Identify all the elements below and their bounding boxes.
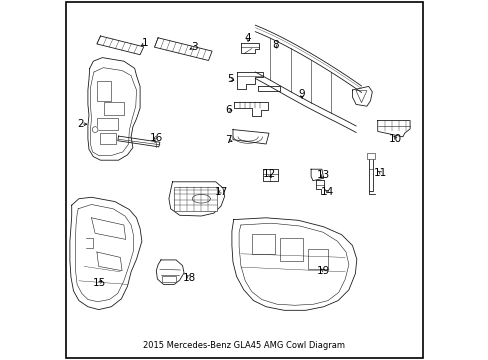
Text: 12: 12 (262, 168, 275, 179)
Bar (174, 187, 217, 211)
Polygon shape (237, 72, 262, 89)
Polygon shape (156, 260, 183, 284)
Text: 3: 3 (190, 42, 197, 52)
Bar (100, 133, 116, 144)
Polygon shape (316, 180, 324, 194)
Text: 13: 13 (316, 170, 330, 180)
Polygon shape (97, 36, 143, 55)
Polygon shape (368, 156, 373, 191)
Text: 16: 16 (149, 132, 163, 143)
Bar (97, 118, 118, 130)
Polygon shape (234, 102, 267, 116)
Bar (162, 276, 176, 282)
Text: 9: 9 (298, 89, 305, 99)
Polygon shape (232, 130, 268, 144)
Text: 11: 11 (373, 168, 386, 178)
Text: 18: 18 (183, 273, 196, 283)
Polygon shape (118, 136, 160, 147)
Polygon shape (310, 169, 323, 181)
Bar (307, 249, 328, 269)
Text: 2015 Mercedes-Benz GLA45 AMG Cowl Diagram: 2015 Mercedes-Benz GLA45 AMG Cowl Diagra… (143, 341, 345, 350)
Text: 17: 17 (214, 186, 227, 197)
Polygon shape (263, 169, 277, 181)
Polygon shape (377, 121, 409, 137)
Text: 19: 19 (316, 266, 330, 276)
Polygon shape (154, 38, 212, 60)
Polygon shape (70, 197, 142, 310)
Circle shape (92, 127, 98, 132)
Text: 1: 1 (142, 38, 148, 48)
Bar (279, 238, 303, 261)
Text: 10: 10 (388, 134, 402, 144)
Text: 5: 5 (226, 74, 233, 84)
Polygon shape (88, 58, 140, 160)
Text: 8: 8 (271, 40, 278, 50)
Polygon shape (231, 218, 356, 310)
Polygon shape (352, 86, 371, 106)
Text: 2: 2 (77, 119, 84, 129)
Bar (97, 81, 111, 101)
Text: 6: 6 (224, 105, 231, 115)
Polygon shape (258, 86, 279, 91)
Polygon shape (168, 182, 224, 216)
Bar (251, 234, 275, 254)
Bar (366, 153, 374, 159)
Bar (104, 102, 123, 115)
Text: 14: 14 (320, 186, 333, 197)
Text: 4: 4 (244, 33, 251, 43)
Polygon shape (241, 43, 258, 53)
Text: 7: 7 (224, 135, 231, 145)
Text: 15: 15 (93, 278, 106, 288)
